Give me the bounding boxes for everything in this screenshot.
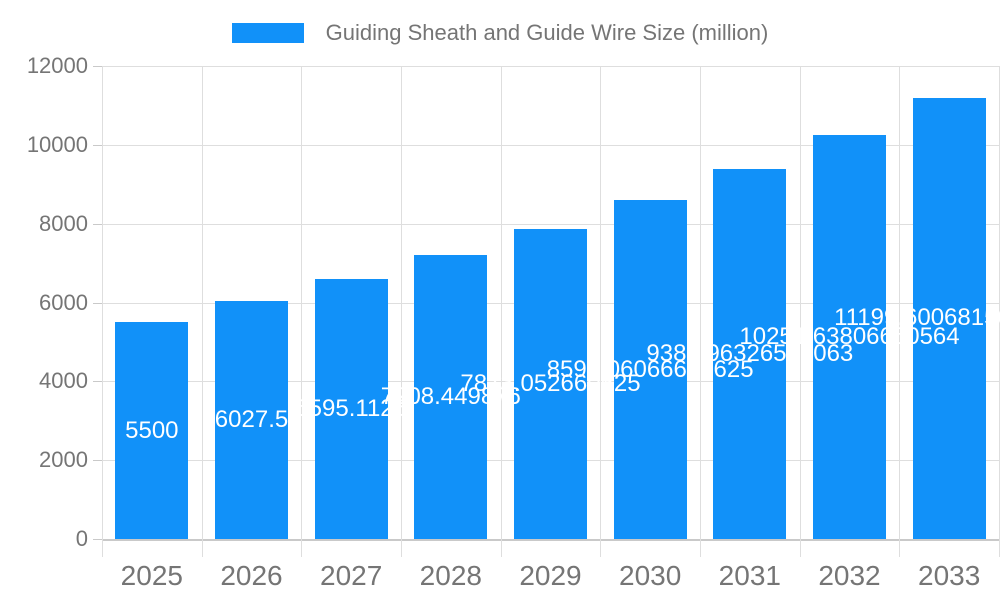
chart-legend: Guiding Sheath and Guide Wire Size (mill… xyxy=(0,20,1000,46)
y-tick-label: 2000 xyxy=(39,447,88,473)
x-tick-label: 2032 xyxy=(818,560,881,591)
bar-value-label: 6595.1125 xyxy=(295,395,407,423)
bar-value-label: 9387.96326559063 xyxy=(646,339,854,367)
x-tick-label: 2027 xyxy=(320,560,383,591)
vgridline xyxy=(799,66,801,557)
bar-value-label: 11199.600681560564 xyxy=(834,304,1000,332)
y-tick-label: 10000 xyxy=(26,131,88,157)
x-axis-line xyxy=(102,539,999,541)
vgridline xyxy=(500,66,502,557)
vgridline xyxy=(102,66,103,557)
bar xyxy=(514,228,587,539)
hgridline xyxy=(102,144,999,146)
vgridline xyxy=(700,66,701,557)
vgridline xyxy=(600,66,602,557)
bar xyxy=(215,301,288,539)
y-tick-mark xyxy=(93,144,102,146)
y-tick-mark xyxy=(93,381,102,383)
bar xyxy=(713,168,787,539)
x-tick-label: 2033 xyxy=(918,560,981,591)
bar xyxy=(813,134,886,539)
bar xyxy=(613,200,687,539)
bar xyxy=(115,322,189,539)
bar xyxy=(314,279,388,539)
bar-value-label: 7873.052660625 xyxy=(460,369,641,397)
y-tick-mark xyxy=(93,539,102,540)
y-tick-label: 12000 xyxy=(26,53,88,78)
y-tick-label: 4000 xyxy=(39,368,88,394)
vgridline xyxy=(301,66,303,557)
y-tick-label: 0 xyxy=(75,526,88,551)
y-tick-mark xyxy=(93,223,102,225)
vgridline xyxy=(899,66,901,557)
bar-value-label: 8597.06066640625 xyxy=(546,355,754,383)
hgridline xyxy=(102,66,999,67)
x-tick-label: 2025 xyxy=(120,560,183,591)
hgridline xyxy=(102,223,999,225)
vgridline xyxy=(201,66,203,557)
bar-value-label: 10251.63806660564 xyxy=(739,322,960,350)
legend-label: Guiding Sheath and Guide Wire Size (mill… xyxy=(325,20,769,45)
y-tick-mark xyxy=(93,302,102,304)
x-tick-label: 2026 xyxy=(220,560,283,591)
legend-swatch xyxy=(231,23,304,43)
y-tick-label: 6000 xyxy=(39,289,88,315)
bar xyxy=(912,97,986,539)
bar-value-label: 6027.5 xyxy=(214,406,289,434)
y-tick-label: 8000 xyxy=(39,210,88,236)
x-tick-label: 2031 xyxy=(718,560,781,591)
x-tick-label: 2030 xyxy=(619,560,682,591)
bar-value-label: 7208.449876 xyxy=(380,382,521,410)
x-tick-label: 2029 xyxy=(519,560,582,591)
bar-value-label: 5500 xyxy=(125,416,179,444)
y-tick-mark xyxy=(93,460,102,462)
x-tick-label: 2028 xyxy=(419,560,482,591)
y-tick-mark xyxy=(93,66,102,67)
bar xyxy=(414,254,488,539)
vgridline xyxy=(401,66,402,557)
